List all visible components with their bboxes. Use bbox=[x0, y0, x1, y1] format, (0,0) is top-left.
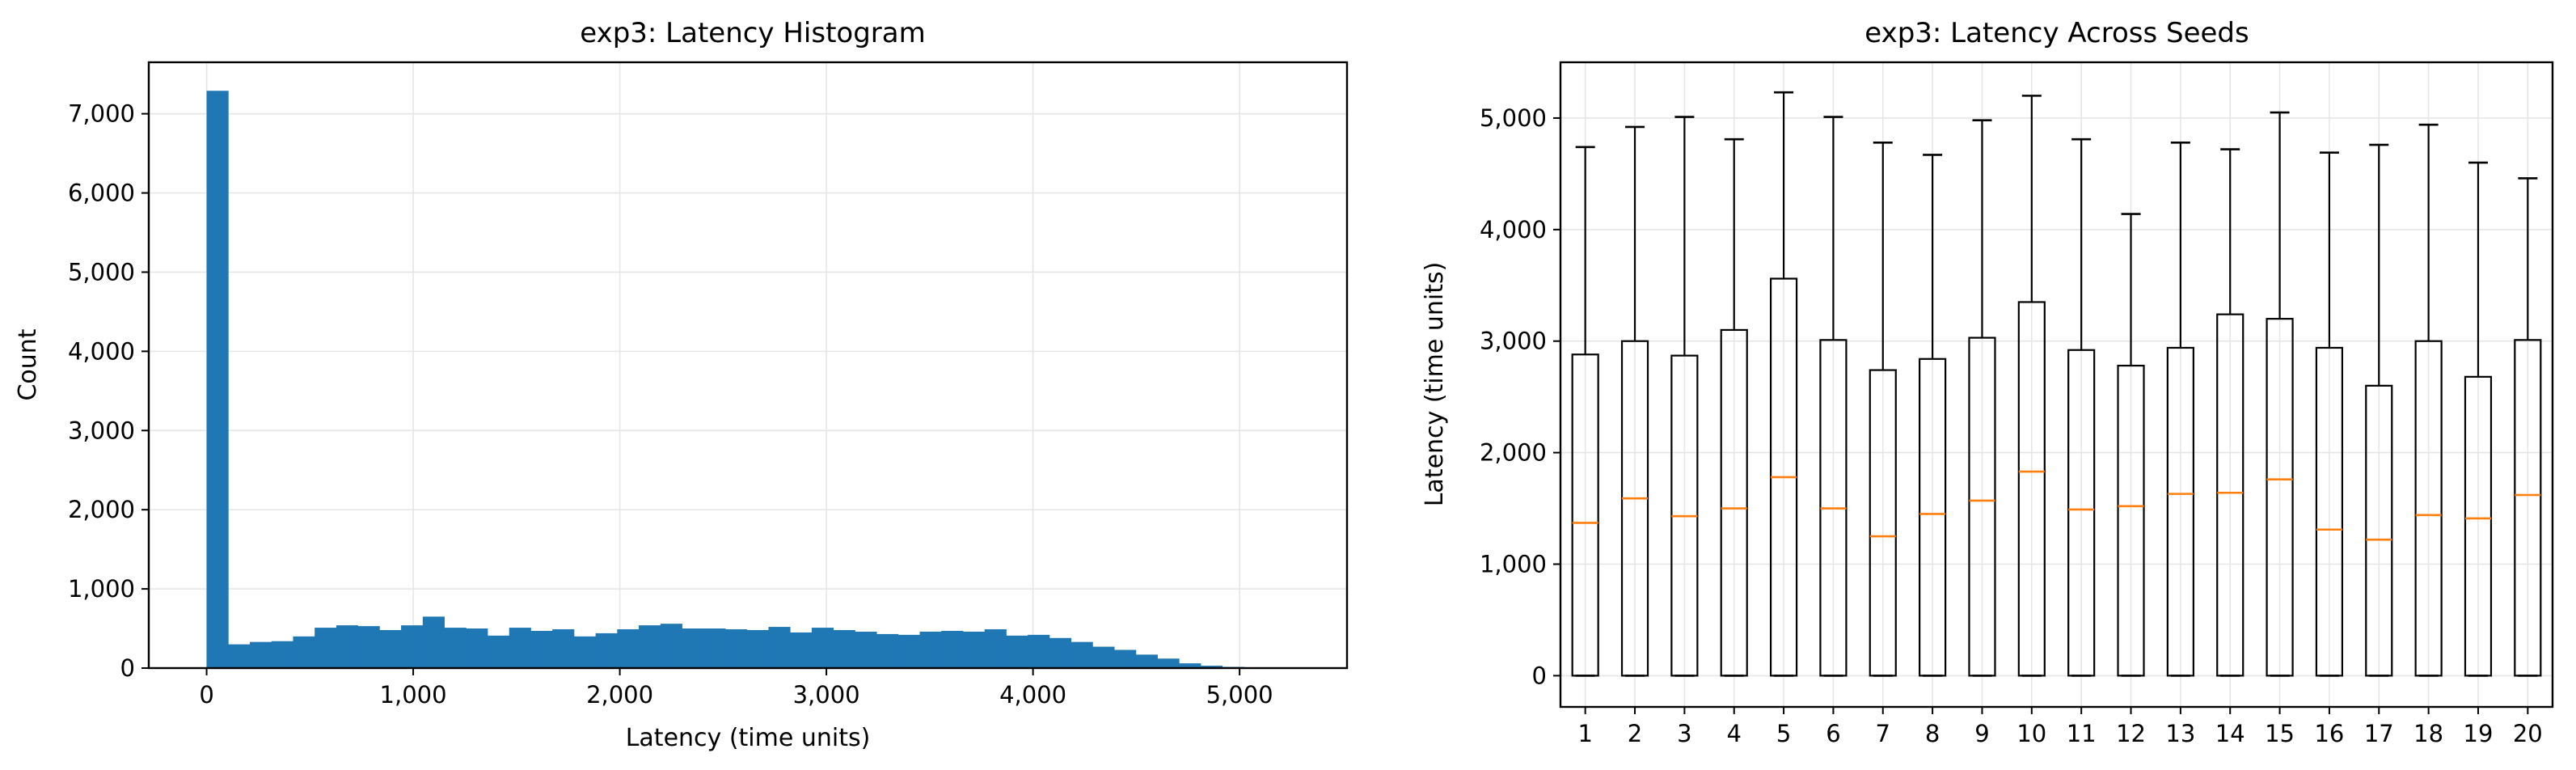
histogram-bar bbox=[876, 634, 898, 668]
boxplot-y-tick-label: 1,000 bbox=[1480, 551, 1547, 578]
histogram-y-tick-label: 0 bbox=[120, 654, 135, 682]
histogram-bar bbox=[920, 632, 942, 668]
histogram-bar bbox=[488, 636, 509, 668]
histogram-bar bbox=[661, 624, 682, 668]
boxplot-x-tick-label: 4 bbox=[1726, 720, 1741, 747]
histogram-bar bbox=[790, 632, 812, 668]
histogram-bar bbox=[552, 629, 574, 668]
histogram-bar bbox=[682, 628, 704, 668]
histogram-bar bbox=[250, 642, 272, 668]
histogram-bar bbox=[509, 628, 531, 668]
boxplot-x-tick-label: 14 bbox=[2215, 720, 2245, 747]
histogram-y-tick-label: 2,000 bbox=[68, 496, 135, 523]
boxplot-y-tick-label: 4,000 bbox=[1480, 216, 1547, 243]
boxplot-x-tick-label: 20 bbox=[2513, 720, 2543, 747]
histogram-bar bbox=[703, 628, 725, 668]
boxplot-x-tick-label: 15 bbox=[2265, 720, 2295, 747]
histogram-bar bbox=[1136, 654, 1158, 668]
boxplot-x-tick-label: 3 bbox=[1677, 720, 1691, 747]
histogram-bar bbox=[358, 626, 380, 668]
histogram-bar bbox=[207, 91, 229, 668]
histogram-bar bbox=[466, 628, 488, 668]
boxplot-x-tick-label: 10 bbox=[2016, 720, 2046, 747]
histogram-bar bbox=[379, 630, 401, 668]
boxplot-x-tick-label: 5 bbox=[1776, 720, 1791, 747]
boxplot-y-tick-label: 2,000 bbox=[1480, 439, 1547, 467]
histogram-bar bbox=[963, 632, 985, 668]
histogram-bar bbox=[985, 629, 1007, 668]
histogram-y-tick-label: 3,000 bbox=[68, 417, 135, 444]
boxplot-x-tick-label: 8 bbox=[1925, 720, 1940, 747]
histogram-bar bbox=[336, 625, 358, 668]
boxplot-y-tick-label: 0 bbox=[1532, 662, 1547, 689]
histogram-bar bbox=[315, 628, 336, 668]
histogram-y-tick-label: 4,000 bbox=[68, 337, 135, 365]
histogram-x-tick-label: 1,000 bbox=[380, 681, 447, 709]
histogram-bar bbox=[1071, 642, 1093, 668]
boxplot-x-tick-label: 9 bbox=[1974, 720, 1989, 747]
histogram-x-tick-label: 3,000 bbox=[793, 681, 860, 709]
histogram-bar bbox=[834, 630, 855, 668]
histogram-bar bbox=[293, 637, 315, 668]
histogram-y-tick-label: 1,000 bbox=[68, 575, 135, 603]
boxplot-x-tick-label: 1 bbox=[1577, 720, 1592, 747]
histogram-bar bbox=[1158, 658, 1180, 668]
histogram-bar bbox=[1092, 647, 1114, 668]
histogram-bar bbox=[639, 625, 661, 668]
histogram-x-tick-label: 4,000 bbox=[999, 681, 1066, 709]
histogram-y-tick-label: 7,000 bbox=[68, 100, 135, 128]
histogram-bar bbox=[423, 616, 445, 668]
histogram-x-tick-label: 5,000 bbox=[1206, 681, 1273, 709]
boxplot-x-tick-label: 17 bbox=[2364, 720, 2394, 747]
histogram-x-axis-label: Latency (time units) bbox=[626, 724, 871, 752]
boxplot-title: exp3: Latency Across Seeds bbox=[1864, 17, 2249, 49]
histogram-bar bbox=[401, 625, 423, 668]
histogram-bar bbox=[596, 633, 618, 668]
boxplot-x-tick-label: 6 bbox=[1826, 720, 1840, 747]
boxplot-x-tick-label: 19 bbox=[2464, 720, 2494, 747]
histogram-y-tick-label: 6,000 bbox=[68, 180, 135, 207]
boxplot-y-tick-label: 3,000 bbox=[1480, 328, 1547, 355]
histogram-bar bbox=[725, 629, 747, 668]
histogram-bar bbox=[768, 627, 790, 668]
boxplot-x-tick-label: 18 bbox=[2413, 720, 2443, 747]
boxplot-x-tick-label: 7 bbox=[1876, 720, 1890, 747]
histogram-bar bbox=[272, 641, 293, 668]
histogram-bar bbox=[574, 637, 596, 668]
histogram-bar bbox=[445, 628, 467, 668]
boxplot-y-axis-label: Latency (time units) bbox=[1421, 262, 1449, 507]
histogram-bar bbox=[1114, 649, 1136, 668]
boxplot-x-tick-label: 16 bbox=[2314, 720, 2344, 747]
histogram-y-axis-label: Count bbox=[14, 328, 42, 400]
histogram-y-tick-label: 5,000 bbox=[68, 258, 135, 286]
histogram-bar bbox=[228, 645, 250, 668]
histogram-bar bbox=[617, 629, 639, 668]
histogram-bar bbox=[1028, 635, 1049, 668]
histogram-x-tick-label: 2,000 bbox=[586, 681, 653, 709]
boxplot-x-tick-label: 11 bbox=[2067, 720, 2097, 747]
histogram-bar bbox=[812, 628, 834, 668]
boxplot-y-tick-label: 5,000 bbox=[1480, 104, 1547, 132]
histogram-bar bbox=[747, 630, 769, 668]
histogram-title: exp3: Latency Histogram bbox=[580, 17, 926, 49]
histogram-bar bbox=[855, 632, 876, 668]
histogram-bar bbox=[898, 635, 920, 668]
boxplot-x-tick-label: 2 bbox=[1628, 720, 1642, 747]
histogram-bar bbox=[941, 631, 963, 668]
boxplot-x-tick-label: 12 bbox=[2116, 720, 2146, 747]
boxplot-x-tick-label: 13 bbox=[2165, 720, 2195, 747]
histogram-bar bbox=[530, 631, 552, 668]
histogram-bar bbox=[1049, 638, 1071, 668]
histogram-x-tick-label: 0 bbox=[199, 681, 213, 709]
histogram-bar bbox=[1006, 636, 1028, 668]
